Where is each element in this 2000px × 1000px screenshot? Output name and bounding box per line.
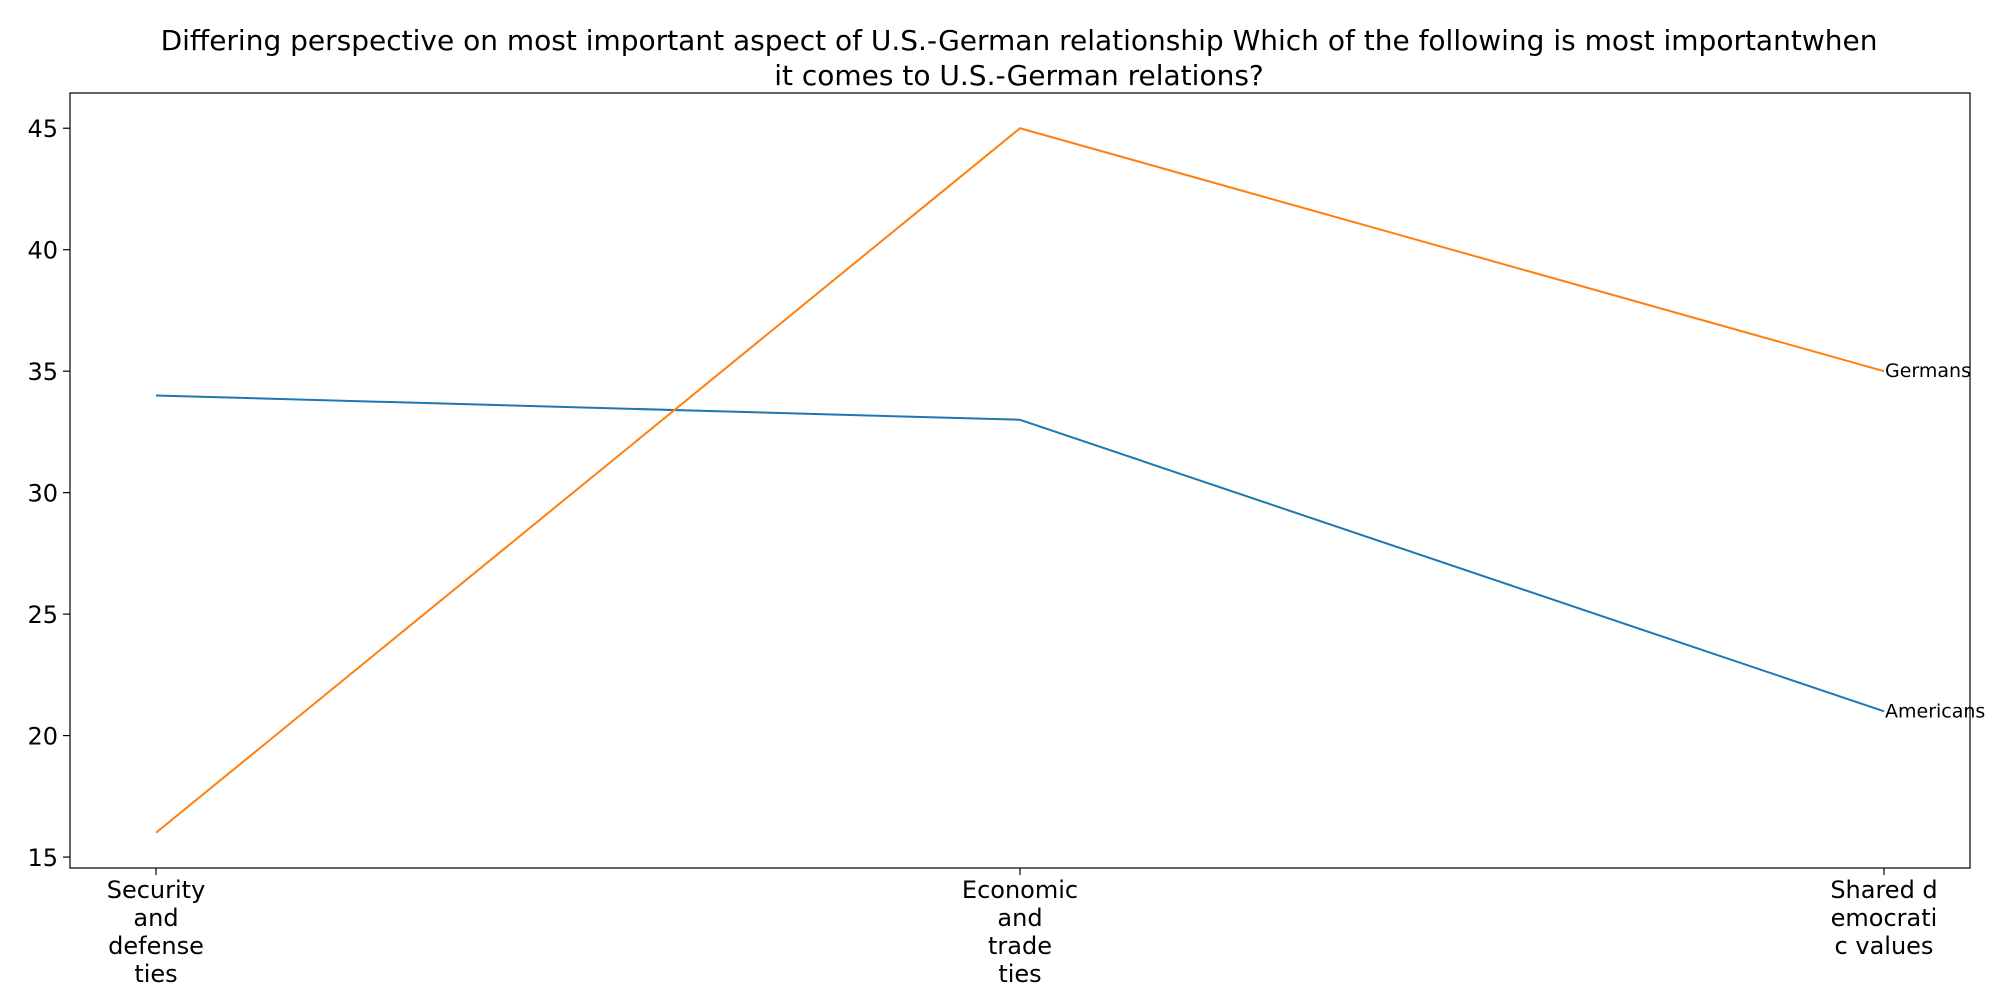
y-axis: 15 20 25 30 35 40 45 — [27, 115, 70, 872]
x-tick-label: ties — [998, 960, 1041, 988]
x-tick-label: emocrati — [1831, 904, 1938, 932]
y-tick-label: 30 — [27, 480, 58, 508]
x-tick-label: Security — [107, 876, 206, 904]
chart-title: Differing perspective on most important … — [161, 24, 1878, 92]
x-tick-label: defense — [108, 932, 204, 960]
x-tick-label: and — [133, 904, 178, 932]
series-label-germans: Germans — [1885, 360, 1971, 382]
chart-title-line: Differing perspective on most important … — [161, 24, 1878, 57]
y-tick-label: 25 — [27, 601, 58, 629]
series-lines — [155, 127, 1885, 834]
x-tick-label: trade — [988, 932, 1052, 960]
series-line-americans — [155, 394, 1885, 713]
y-tick-label: 35 — [27, 358, 58, 386]
x-tick-label: Economic — [962, 876, 1078, 904]
chart-title-line: it comes to U.S.-German relations? — [774, 59, 1264, 92]
x-tick-label: and — [997, 904, 1042, 932]
x-tick-label: Shared d — [1830, 876, 1937, 904]
y-tick-label: 15 — [27, 844, 58, 872]
x-tick-label: c values — [1835, 932, 1934, 960]
series-end-labels: Americans Germans — [1885, 360, 1985, 722]
plot-area-frame — [69, 92, 1971, 869]
y-tick-label: 45 — [27, 115, 58, 143]
x-axis: SecurityanddefensetiesEconomicandtradeti… — [107, 868, 1938, 988]
series-line-germans — [155, 127, 1885, 834]
series-label-americans: Americans — [1885, 700, 1985, 722]
y-tick-label: 20 — [27, 723, 58, 751]
y-tick-label: 40 — [27, 237, 58, 265]
x-tick-label: ties — [134, 960, 177, 988]
